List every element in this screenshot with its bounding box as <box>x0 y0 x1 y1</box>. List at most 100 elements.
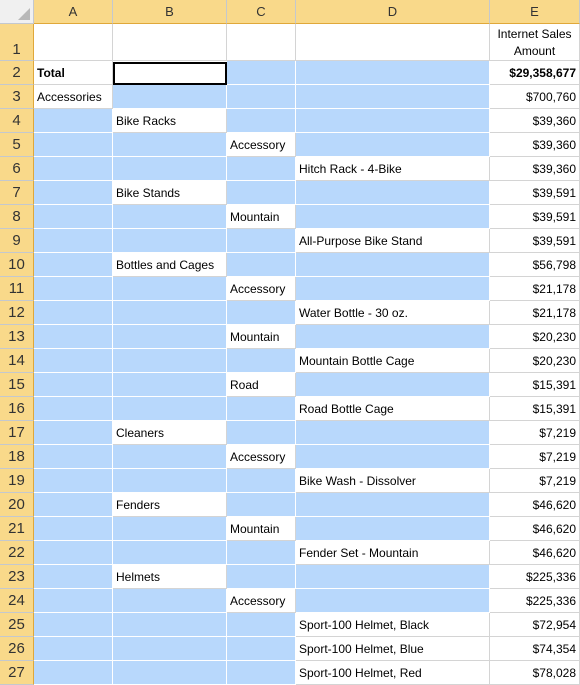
sales-amount-cell[interactable]: $39,591 <box>490 181 580 205</box>
selected-empty-cell[interactable] <box>34 493 113 517</box>
selected-empty-cell[interactable] <box>296 565 490 589</box>
selected-empty-cell[interactable] <box>227 637 296 661</box>
selected-empty-cell[interactable] <box>34 637 113 661</box>
pivot-label-cell[interactable]: Mountain Bottle Cage <box>296 349 490 373</box>
row-header-14[interactable]: 14 <box>0 349 34 373</box>
sales-amount-cell[interactable]: $46,620 <box>490 493 580 517</box>
sales-amount-cell[interactable]: $225,336 <box>490 589 580 613</box>
pivot-label-cell[interactable]: Accessory <box>227 277 296 301</box>
column-header-e[interactable]: E <box>490 0 580 24</box>
selected-empty-cell[interactable] <box>34 613 113 637</box>
row-header-2[interactable]: 2 <box>0 61 34 85</box>
pivot-label-cell[interactable]: Helmets <box>113 565 227 589</box>
selected-empty-cell[interactable] <box>113 469 227 493</box>
selected-empty-cell[interactable] <box>34 277 113 301</box>
selected-empty-cell[interactable] <box>113 205 227 229</box>
selected-empty-cell[interactable] <box>227 157 296 181</box>
selected-empty-cell[interactable] <box>113 325 227 349</box>
active-cell-b2[interactable] <box>113 62 227 85</box>
selected-empty-cell[interactable] <box>227 421 296 445</box>
sales-amount-cell[interactable]: $21,178 <box>490 277 580 301</box>
pivot-label-cell[interactable]: Cleaners <box>113 421 227 445</box>
selected-empty-cell[interactable] <box>34 133 113 157</box>
sales-amount-cell[interactable]: $39,360 <box>490 109 580 133</box>
selected-empty-cell[interactable] <box>113 541 227 565</box>
row-header-6[interactable]: 6 <box>0 157 34 181</box>
selected-empty-cell[interactable] <box>296 325 490 349</box>
sales-amount-cell[interactable]: $74,354 <box>490 637 580 661</box>
sales-amount-cell[interactable]: $29,358,677 <box>490 61 580 85</box>
selected-empty-cell[interactable] <box>113 637 227 661</box>
sales-amount-cell[interactable]: $56,798 <box>490 253 580 277</box>
selected-empty-cell[interactable] <box>113 157 227 181</box>
pivot-label-cell[interactable]: Bike Wash - Dissolver <box>296 469 490 493</box>
selected-empty-cell[interactable] <box>227 229 296 253</box>
selected-empty-cell[interactable] <box>296 109 490 133</box>
pivot-label-cell[interactable]: Mountain <box>227 205 296 229</box>
row-header-4[interactable]: 4 <box>0 109 34 133</box>
selected-empty-cell[interactable] <box>296 85 490 109</box>
selected-empty-cell[interactable] <box>34 541 113 565</box>
selected-empty-cell[interactable] <box>296 445 490 469</box>
cell-r1-a[interactable] <box>34 24 113 61</box>
row-header-22[interactable]: 22 <box>0 541 34 565</box>
sales-amount-cell[interactable]: $39,360 <box>490 133 580 157</box>
selected-empty-cell[interactable] <box>113 85 227 109</box>
column-header-d[interactable]: D <box>296 0 490 24</box>
selected-empty-cell[interactable] <box>113 589 227 613</box>
column-header-c[interactable]: C <box>227 0 296 24</box>
pivot-label-cell[interactable]: Mountain <box>227 325 296 349</box>
selected-empty-cell[interactable] <box>227 61 296 85</box>
row-header-27[interactable]: 27 <box>0 661 34 685</box>
selected-empty-cell[interactable] <box>34 397 113 421</box>
selected-empty-cell[interactable] <box>296 253 490 277</box>
pivot-label-cell[interactable]: Total <box>34 61 113 85</box>
selected-empty-cell[interactable] <box>34 325 113 349</box>
sales-amount-cell[interactable]: $7,219 <box>490 469 580 493</box>
pivot-label-cell[interactable]: Road <box>227 373 296 397</box>
row-header-18[interactable]: 18 <box>0 445 34 469</box>
selected-empty-cell[interactable] <box>227 301 296 325</box>
pivot-label-cell[interactable]: Road Bottle Cage <box>296 397 490 421</box>
selected-empty-cell[interactable] <box>296 373 490 397</box>
selected-empty-cell[interactable] <box>296 277 490 301</box>
selected-empty-cell[interactable] <box>113 277 227 301</box>
selected-empty-cell[interactable] <box>34 253 113 277</box>
sales-amount-cell[interactable]: $46,620 <box>490 517 580 541</box>
sales-amount-cell[interactable]: $78,028 <box>490 661 580 685</box>
sales-amount-cell[interactable]: $700,760 <box>490 85 580 109</box>
row-header-15[interactable]: 15 <box>0 373 34 397</box>
selected-empty-cell[interactable] <box>296 421 490 445</box>
selected-empty-cell[interactable] <box>34 229 113 253</box>
cell-r1-b[interactable] <box>113 24 227 61</box>
row-header-19[interactable]: 19 <box>0 469 34 493</box>
cell-r1-c[interactable] <box>227 24 296 61</box>
selected-empty-cell[interactable] <box>227 253 296 277</box>
selected-empty-cell[interactable] <box>34 565 113 589</box>
selected-empty-cell[interactable] <box>227 109 296 133</box>
selected-empty-cell[interactable] <box>34 109 113 133</box>
column-header-b[interactable]: B <box>113 0 227 24</box>
pivot-label-cell[interactable]: Accessories <box>34 85 113 109</box>
row-header-11[interactable]: 11 <box>0 277 34 301</box>
selected-empty-cell[interactable] <box>113 613 227 637</box>
selected-empty-cell[interactable] <box>227 493 296 517</box>
sales-amount-cell[interactable]: $46,620 <box>490 541 580 565</box>
selected-empty-cell[interactable] <box>296 493 490 517</box>
row-header-7[interactable]: 7 <box>0 181 34 205</box>
sales-amount-cell[interactable]: $20,230 <box>490 325 580 349</box>
selected-empty-cell[interactable] <box>296 61 490 85</box>
row-header-12[interactable]: 12 <box>0 301 34 325</box>
selected-empty-cell[interactable] <box>227 541 296 565</box>
selected-empty-cell[interactable] <box>227 613 296 637</box>
sales-amount-cell[interactable]: $39,591 <box>490 229 580 253</box>
sales-amount-cell[interactable]: $15,391 <box>490 397 580 421</box>
row-header-20[interactable]: 20 <box>0 493 34 517</box>
selected-empty-cell[interactable] <box>113 133 227 157</box>
sales-amount-cell[interactable]: $7,219 <box>490 421 580 445</box>
selected-empty-cell[interactable] <box>34 421 113 445</box>
selected-empty-cell[interactable] <box>34 301 113 325</box>
selected-empty-cell[interactable] <box>227 469 296 493</box>
selected-empty-cell[interactable] <box>227 349 296 373</box>
selected-empty-cell[interactable] <box>227 661 296 685</box>
